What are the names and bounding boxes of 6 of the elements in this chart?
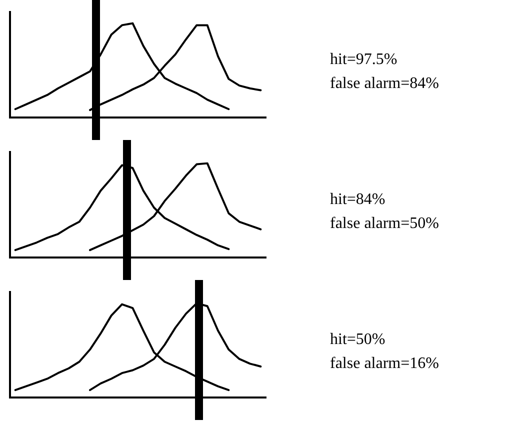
text: false alarm=84% — [330, 74, 439, 94]
text: hit=50% — [330, 330, 386, 350]
text: hit=97.5% — [330, 50, 398, 70]
text: hit=84% — [330, 190, 386, 210]
text: false alarm=16% — [330, 354, 439, 374]
text: false alarm=50% — [330, 214, 439, 234]
